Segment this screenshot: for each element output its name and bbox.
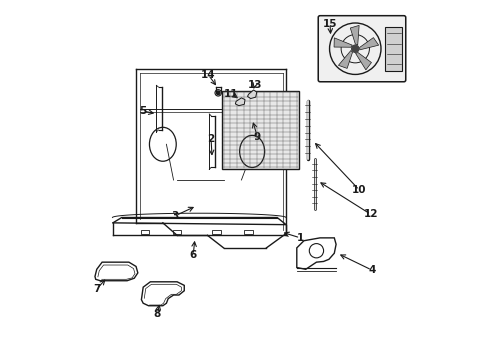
Circle shape (217, 91, 220, 95)
Text: 5: 5 (140, 106, 147, 116)
Text: 1: 1 (297, 233, 304, 243)
Text: 10: 10 (352, 185, 367, 195)
Bar (212, 230, 220, 234)
Polygon shape (334, 38, 352, 47)
Text: 3: 3 (172, 211, 179, 221)
Bar (245, 230, 253, 234)
Text: 15: 15 (323, 18, 337, 28)
Text: 4: 4 (368, 265, 375, 275)
FancyBboxPatch shape (318, 16, 406, 82)
Bar (386, 27, 402, 71)
Text: 13: 13 (247, 80, 262, 90)
Text: 9: 9 (254, 132, 261, 142)
Polygon shape (247, 90, 257, 99)
Text: 8: 8 (154, 309, 161, 319)
Circle shape (352, 45, 359, 52)
Bar (173, 230, 181, 234)
Text: 12: 12 (364, 209, 378, 219)
Polygon shape (339, 50, 352, 68)
Text: 6: 6 (190, 250, 197, 260)
Text: 2: 2 (207, 134, 215, 144)
Bar (141, 230, 149, 234)
Text: 11: 11 (224, 89, 239, 99)
Polygon shape (360, 37, 379, 50)
Bar (222, 91, 298, 169)
Polygon shape (235, 98, 245, 106)
Polygon shape (350, 25, 359, 45)
Polygon shape (356, 53, 371, 70)
Text: 14: 14 (201, 69, 216, 80)
Text: 7: 7 (93, 284, 100, 294)
